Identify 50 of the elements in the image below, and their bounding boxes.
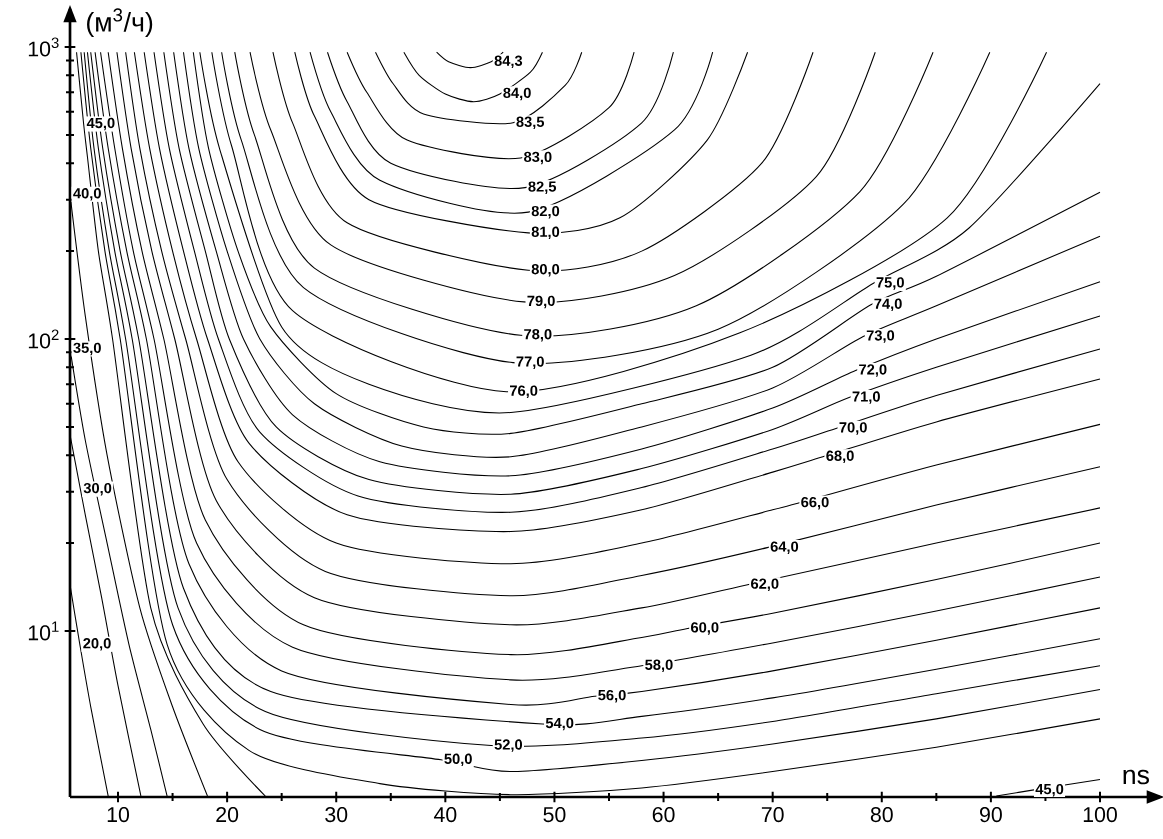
annotation: 60,0 [691,622,719,635]
annotation: 70,0 [839,422,867,435]
annotation: 64,0 [770,541,799,554]
y-tick-label: 10$^{1}$ [28,621,59,641]
x-tick-label: 90 [980,807,1002,823]
annotation: 77,0 [516,356,544,369]
annotation: 71,0 [852,391,880,404]
x-tick-label: 30 [325,807,348,823]
annotation: 83,5 [516,116,545,130]
annotation: 80,0 [531,264,560,277]
y-tick-label: 10$^{3}$ [28,37,59,57]
annotation: 73,0 [866,330,895,343]
annotation: 20,0 [83,638,111,651]
annotation: 78,0 [524,329,552,342]
line-series [403,51,543,103]
annotation: 79,0 [527,295,555,309]
annotation: 84,3 [494,55,523,69]
x-tick-label: 70 [761,807,784,823]
annotation: 83,0 [524,151,552,165]
annotation: 50,0 [444,753,472,767]
annotation: 66,0 [801,496,829,510]
annotation: 54,0 [545,717,574,731]
annotation: 56,0 [598,689,626,703]
annotation: 40,0 [73,188,101,201]
annotation: 84,0 [503,87,531,101]
annotation: 45,0 [86,117,115,131]
x-tick-label: 80 [870,807,893,823]
x-tick-label: 40 [433,807,457,823]
annotation: 62,0 [751,578,779,591]
x-tick-label: 10 [107,807,130,823]
annotation: 52,0 [494,739,523,752]
annotation: 81,0 [531,226,560,240]
y-axis-title: (м$^{3}$/ч) [87,8,153,37]
x-axis-title: ns [1123,769,1149,785]
x-tick-label: 20 [216,807,239,823]
annotation: 74,0 [874,298,902,312]
annotation: 68,0 [826,450,854,464]
annotation: 45,0 [1035,783,1064,797]
annotation: 58,0 [645,659,673,673]
annotation: 72,0 [859,364,887,377]
x-tick-label: 100 [1083,807,1117,823]
x-tick-label: 50 [543,807,566,823]
y-tick-label: 10$^{2}$ [28,329,59,349]
annotation: 82,5 [528,181,557,194]
annotation: 75,0 [876,277,904,290]
annotation: 35,0 [73,342,101,356]
annotation: 30,0 [83,482,112,496]
annotation: 82,0 [531,205,560,219]
annotation: 76,0 [510,385,538,398]
x-tick-label: 60 [652,807,675,823]
